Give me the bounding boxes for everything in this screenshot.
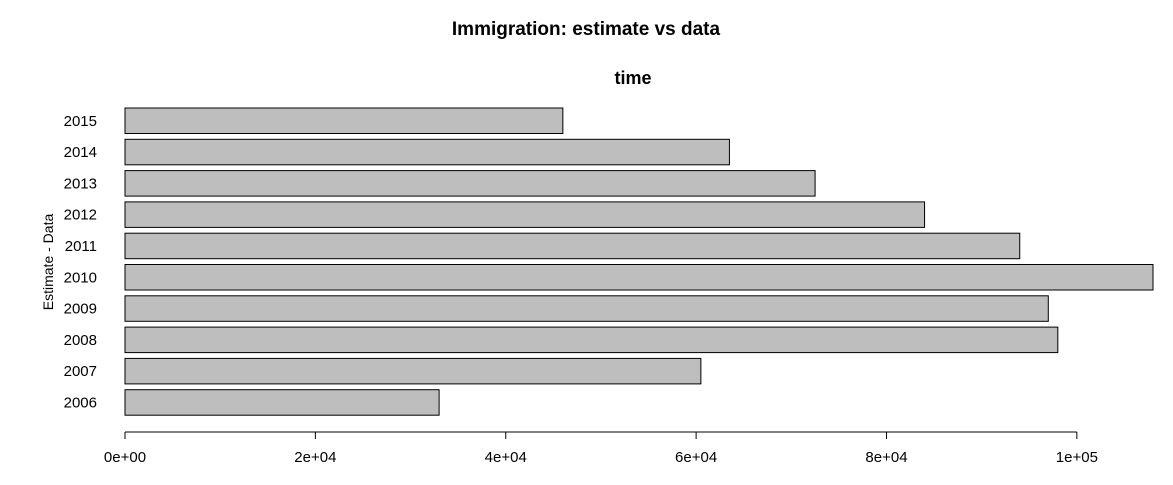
x-tick-label: 4e+04 bbox=[485, 449, 527, 466]
y-tick-label-2006: 2006 bbox=[64, 394, 97, 411]
chart-title: Immigration: estimate vs data bbox=[452, 19, 721, 40]
x-tick-label: 1e+05 bbox=[1056, 449, 1098, 466]
y-tick-label-2014: 2014 bbox=[64, 144, 97, 161]
y-tick-label-2010: 2010 bbox=[64, 269, 97, 286]
y-tick-label-2013: 2013 bbox=[64, 175, 97, 192]
y-tick-label-2009: 2009 bbox=[64, 301, 97, 318]
x-axis: 0e+00 2e+04 4e+04 6e+04 8e+04 1e+05 bbox=[104, 431, 1098, 466]
y-tick-label-2012: 2012 bbox=[64, 207, 97, 224]
chart-subtitle: time bbox=[614, 68, 651, 88]
bar-2013 bbox=[124, 170, 816, 197]
y-tick-label-2008: 2008 bbox=[64, 332, 97, 349]
bar-2009 bbox=[124, 295, 1049, 322]
x-tick-label: 2e+04 bbox=[294, 449, 336, 466]
bar-2011 bbox=[124, 232, 1021, 260]
y-category-labels: 2006 2007 2008 2009 2010 2011 2012 2013 2014 2015 bbox=[64, 113, 97, 412]
bar-2008 bbox=[124, 326, 1059, 354]
bar-2012 bbox=[124, 201, 926, 228]
bars-group bbox=[124, 107, 1154, 416]
y-axis-label: Estimate - Data bbox=[40, 214, 56, 311]
bar-2010 bbox=[124, 264, 1154, 291]
bar-2006 bbox=[124, 389, 440, 416]
y-tick-label-2011: 2011 bbox=[65, 238, 97, 255]
x-tick-label: 6e+04 bbox=[675, 449, 717, 466]
y-tick-label-2015: 2015 bbox=[64, 113, 97, 130]
y-tick-label-2007: 2007 bbox=[64, 363, 97, 380]
bar-2014 bbox=[124, 138, 730, 166]
x-tick-label: 0e+00 bbox=[104, 449, 146, 466]
x-tick-label: 8e+04 bbox=[865, 449, 907, 466]
bar-2015 bbox=[124, 107, 564, 134]
bar-2007 bbox=[124, 357, 702, 385]
